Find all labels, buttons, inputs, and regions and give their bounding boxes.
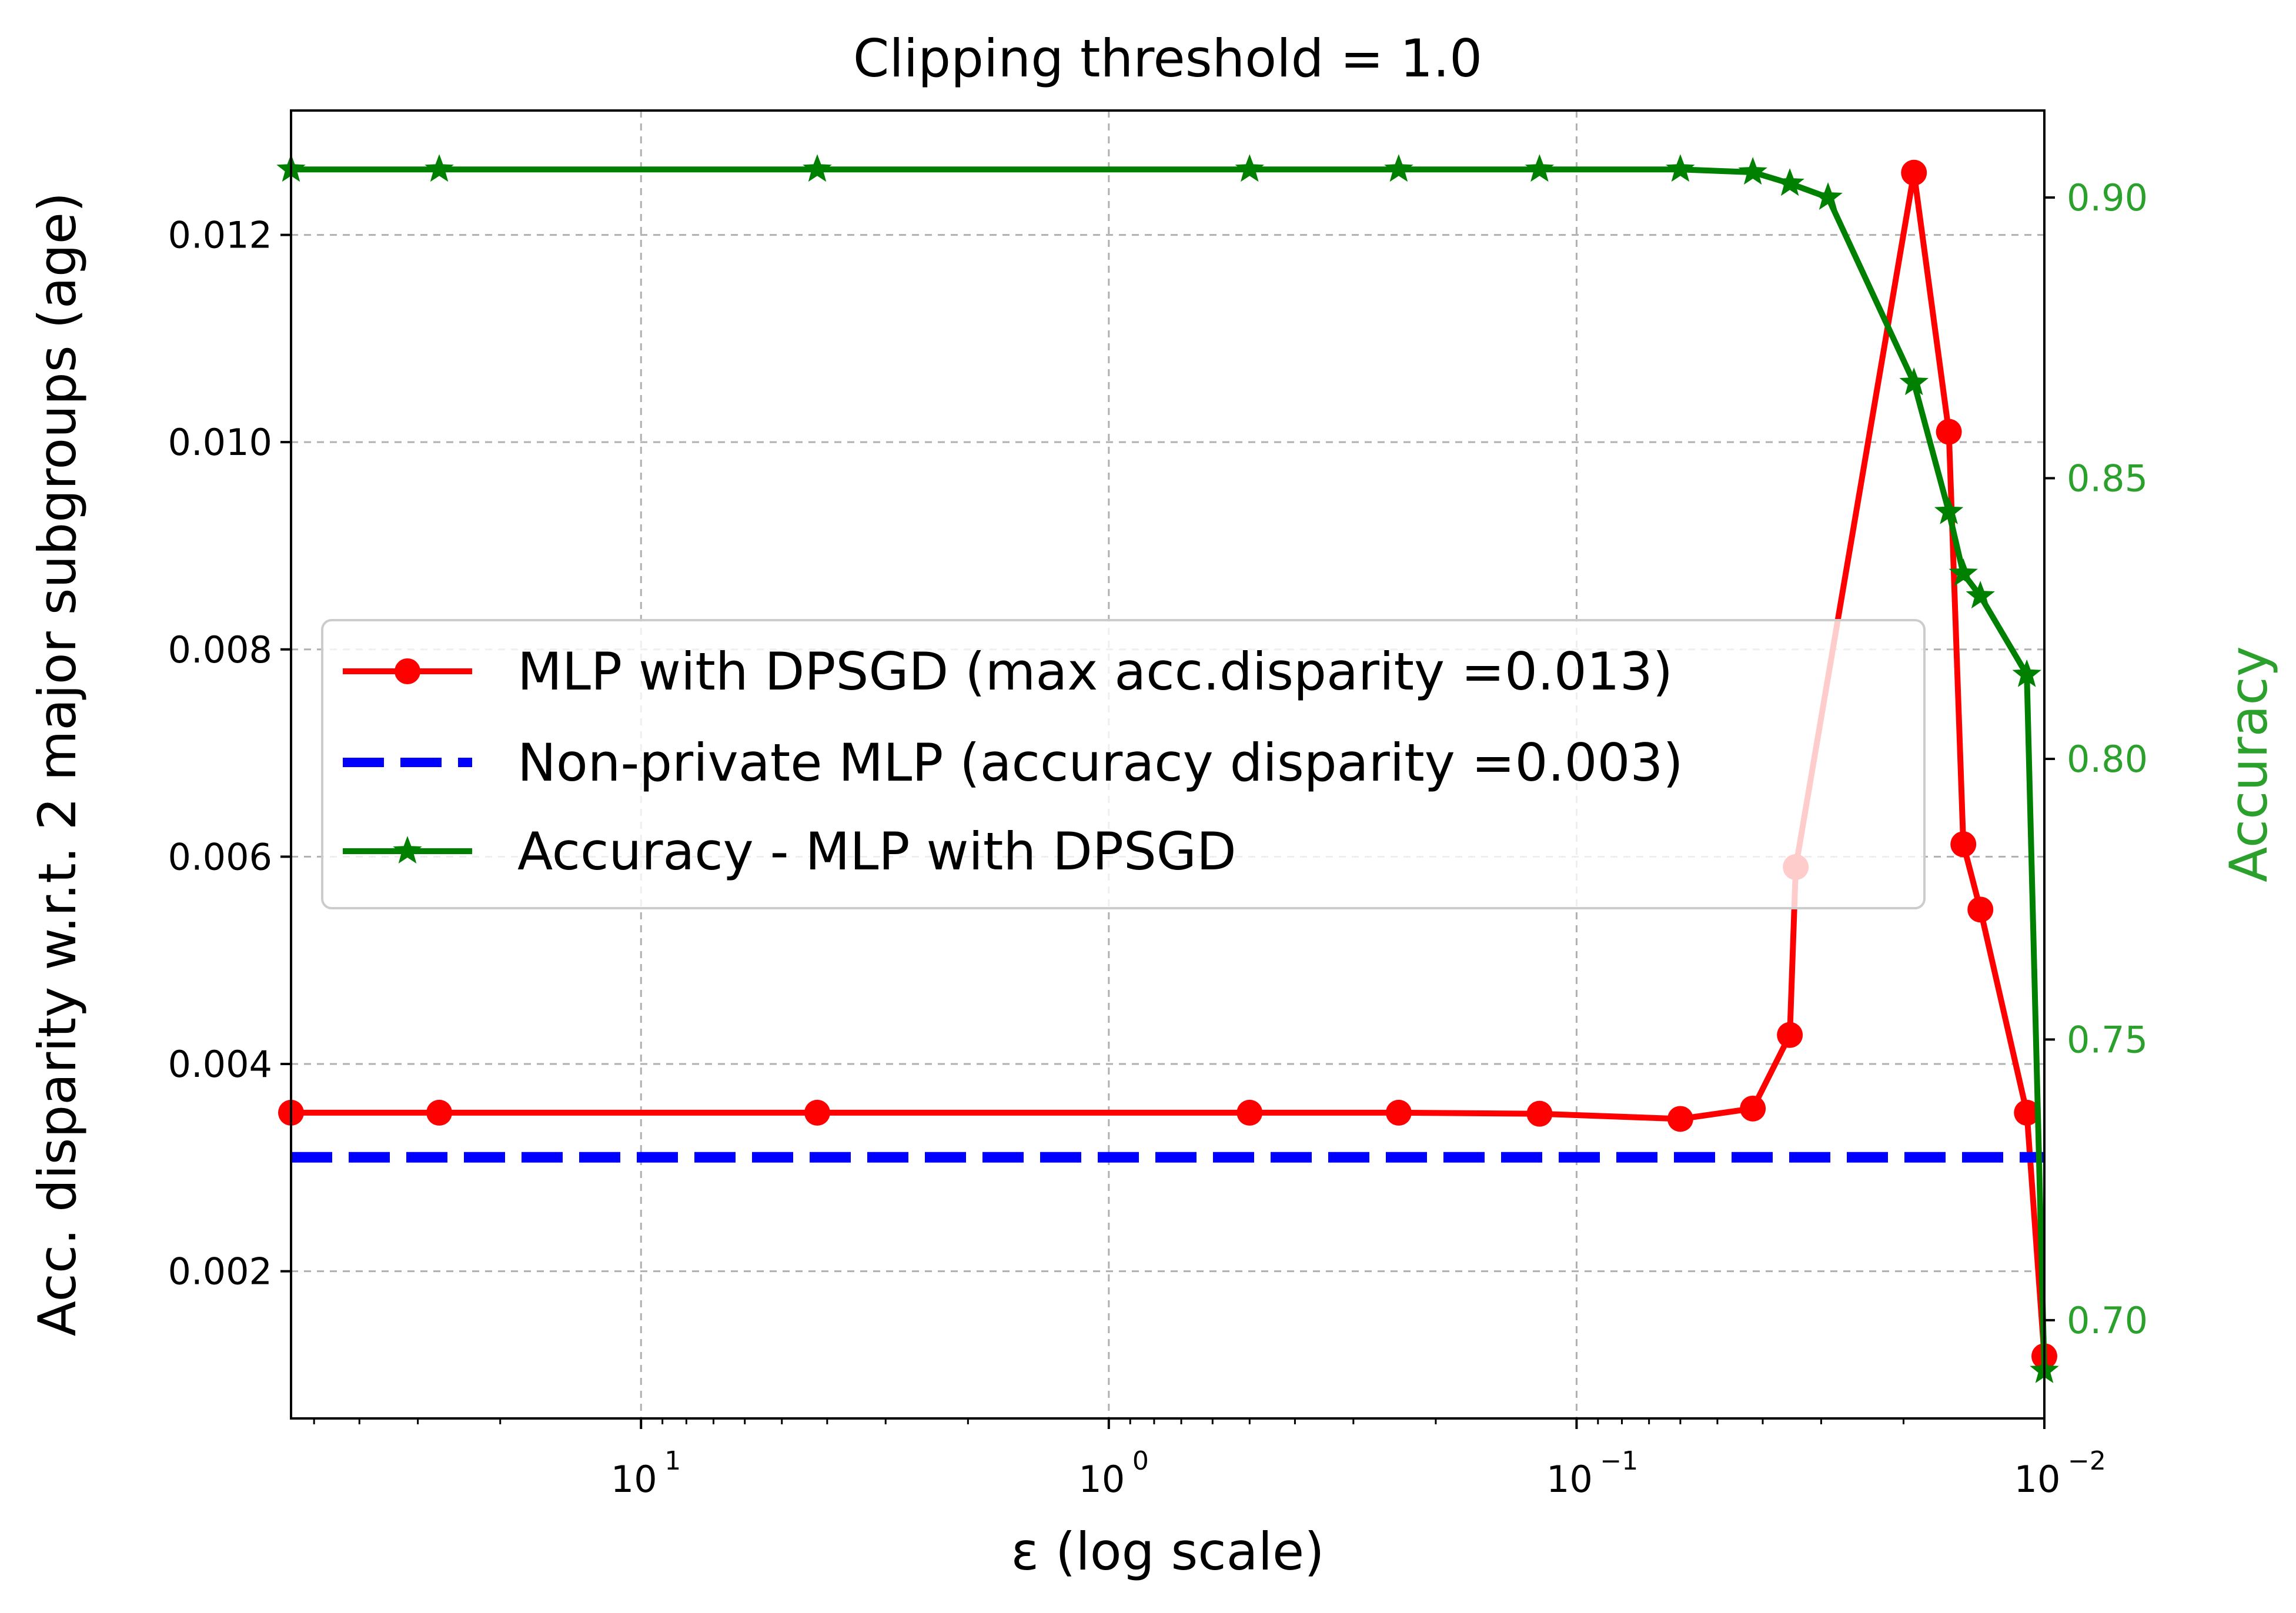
data-point-accuracy: [1738, 157, 1767, 185]
x-tick-label: 10: [1546, 1458, 1593, 1501]
legend-marker-accuracy: [393, 836, 422, 864]
data-point-disparity: [1385, 1099, 1412, 1126]
x-tick-label: 10: [2014, 1458, 2061, 1501]
data-point-accuracy: [1934, 496, 1964, 524]
y-right-tick-label: 0.85: [2067, 457, 2148, 500]
data-point-accuracy: [1949, 558, 1978, 586]
y-left-tick-label: 0.008: [168, 628, 273, 671]
data-point-accuracy: [1899, 367, 1929, 396]
data-point-accuracy: [1966, 581, 1995, 609]
data-point-disparity: [1236, 1099, 1263, 1126]
legend-label-disparity: MLP with DPSGD (max acc.disparity =0.013…: [517, 641, 1673, 702]
data-point-disparity: [1950, 831, 1977, 858]
data-point-accuracy: [1775, 168, 1804, 196]
x-axis-label: ε (log scale): [1011, 1521, 1324, 1582]
data-point-accuracy: [1666, 154, 1695, 182]
legend-label-nonprivate: Non-private MLP (accuracy disparity =0.0…: [517, 732, 1683, 793]
data-point-disparity: [804, 1099, 830, 1126]
legend-frame: [321, 619, 1926, 909]
data-point-accuracy: [1525, 154, 1555, 182]
y-axis-left-label: Acc. disparity w.r.t. 2 major subgroups …: [27, 192, 88, 1336]
x-tick-label-exponent: −1: [1600, 1446, 1638, 1476]
plot-frame: [290, 109, 2046, 1420]
data-point-disparity: [1526, 1100, 1553, 1127]
data-point-disparity: [1967, 896, 1994, 923]
y-right-tick-label: 0.90: [2067, 176, 2148, 219]
data-point-disparity: [426, 1099, 453, 1126]
y-left-tick-label: 0.002: [168, 1250, 273, 1293]
y-left-tick-label: 0.006: [168, 835, 273, 878]
legend-label-accuracy: Accuracy - MLP with DPSGD: [517, 821, 1236, 882]
data-point-accuracy: [803, 154, 832, 182]
legend: MLP with DPSGD (max acc.disparity =0.013…: [321, 619, 1926, 909]
y-right-tick-label: 0.80: [2067, 738, 2148, 781]
data-point-disparity: [1901, 159, 1927, 186]
series-layer: [276, 154, 2059, 1383]
y-left-tick-label: 0.004: [168, 1043, 273, 1086]
x-tick-label: 10: [611, 1458, 657, 1501]
data-point-disparity: [1777, 1022, 1803, 1048]
data-point-disparity: [1667, 1106, 1693, 1132]
y-axis-right-label: Accuracy: [2218, 646, 2279, 882]
chart-title: Clipping threshold = 1.0: [853, 28, 1482, 89]
data-point-disparity: [2014, 1099, 2040, 1126]
y-left-tick-label: 0.010: [168, 421, 273, 464]
data-point-accuracy: [1813, 182, 1843, 210]
series-line-0: [291, 169, 2047, 1357]
x-tick-label-exponent: 1: [664, 1446, 681, 1476]
x-tick-label-exponent: 0: [1132, 1446, 1149, 1476]
x-tick-label-exponent: −2: [2068, 1446, 2106, 1476]
legend-marker-disparity: [395, 658, 420, 684]
data-point-accuracy: [425, 154, 454, 182]
data-point-accuracy: [2012, 659, 2041, 687]
y-right-tick-label: 0.70: [2067, 1299, 2148, 1342]
y-right-tick-label: 0.75: [2067, 1018, 2148, 1061]
data-point-disparity: [1936, 419, 1962, 445]
x-tick-label: 10: [1078, 1458, 1125, 1501]
data-point-accuracy: [1235, 154, 1265, 182]
axes: 10 1 10 0 10 −1 10 −20.0020.0040.0060.0080.0100…: [168, 176, 2148, 1501]
data-point-accuracy: [1384, 154, 1413, 182]
data-point-disparity: [1740, 1095, 1766, 1122]
y-left-tick-label: 0.012: [168, 214, 273, 257]
